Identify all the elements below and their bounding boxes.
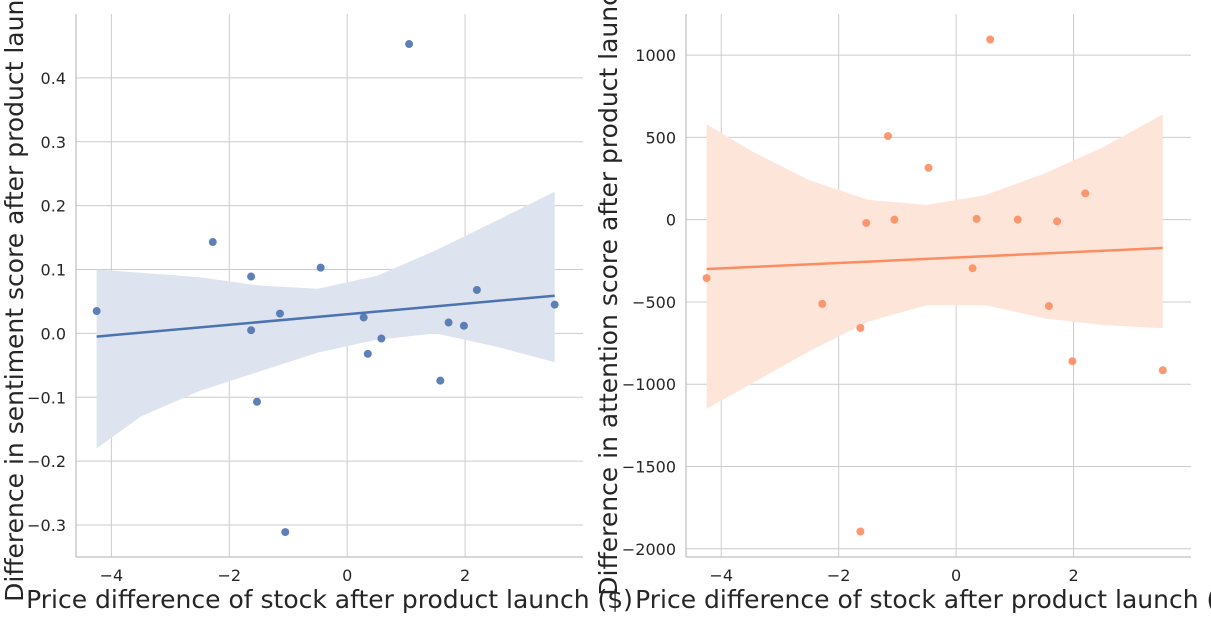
data-point	[1068, 357, 1077, 366]
x-tick-label: 2	[460, 566, 470, 585]
data-points	[92, 40, 559, 537]
confidence-band	[96, 191, 555, 449]
data-point	[1013, 215, 1022, 224]
data-point	[444, 318, 453, 327]
y-tick-label: −0.1	[27, 388, 66, 407]
x-axis-label: Price difference of stock after product …	[26, 585, 633, 614]
data-point	[986, 35, 995, 44]
data-point	[862, 218, 871, 227]
data-point	[1158, 366, 1167, 375]
y-tick-label: 0.3	[41, 133, 66, 152]
data-point	[968, 264, 977, 273]
x-axis-label: Price difference of stock after product …	[635, 585, 1211, 614]
data-point	[281, 528, 290, 537]
y-tick-label: −1000	[622, 375, 676, 394]
data-point	[856, 323, 865, 332]
data-point	[377, 334, 386, 343]
data-point	[359, 313, 368, 322]
data-point	[472, 285, 481, 294]
data-point	[405, 40, 414, 49]
data-point	[818, 299, 827, 308]
x-tick-label: −4	[100, 566, 124, 585]
data-point	[702, 274, 711, 283]
y-tick-label: −1500	[622, 458, 676, 477]
data-point	[1053, 217, 1062, 226]
tick-labels: −4 −2 0 2 −2000 −1500 −1000 −500 0 500 1000	[622, 46, 1079, 585]
data-point	[550, 300, 559, 309]
data-point	[890, 215, 899, 224]
tick-labels: −4 −2 0 2 −0.3 −0.2 −0.1 0.0 0.1 0.2 0.3 0.4	[27, 69, 470, 585]
y-tick-label: 0	[666, 211, 676, 230]
y-tick-label: 0.2	[41, 197, 66, 216]
y-tick-label: −0.2	[27, 452, 66, 471]
data-point	[1044, 302, 1053, 311]
axis-spines	[75, 14, 583, 558]
confidence-band-area	[706, 114, 1163, 409]
data-point	[247, 272, 256, 281]
axis-spines	[685, 14, 1191, 558]
data-point	[92, 307, 101, 316]
confidence-band-area	[96, 191, 555, 449]
y-tick-label: −0.3	[27, 516, 66, 535]
grid-lines	[76, 14, 583, 557]
y-tick-label: 0.0	[41, 324, 66, 343]
regression-line	[706, 246, 1163, 271]
data-point	[884, 132, 892, 141]
data-point	[924, 163, 933, 172]
fit-line	[96, 294, 555, 338]
x-tick-label: 0	[951, 566, 961, 585]
chart-attention: −4 −2 0 2 −2000 −1500 −1000 −500 0 500 1000 Price …	[594, 0, 1211, 614]
y-tick-label: 0.4	[41, 69, 66, 88]
data-point	[1081, 189, 1090, 198]
x-tick-label: 2	[1068, 566, 1078, 585]
confidence-band	[706, 114, 1163, 409]
data-point	[208, 238, 217, 247]
x-tick-label: −4	[709, 566, 733, 585]
data-point	[972, 214, 981, 223]
fit-line	[706, 246, 1163, 271]
y-tick-label: −2000	[622, 540, 676, 559]
x-tick-label: 0	[342, 566, 352, 585]
chart-sentiment: −4 −2 0 2 −0.3 −0.2 −0.1 0.0 0.1 0.2 0.3 0.4 Price …	[0, 0, 633, 614]
data-point	[275, 309, 284, 318]
y-tick-label: 500	[645, 128, 676, 147]
x-tick-label: −2	[217, 566, 241, 585]
data-point	[856, 527, 865, 536]
data-point	[363, 349, 372, 358]
data-point	[459, 321, 468, 330]
y-tick-label: 1000	[635, 46, 676, 65]
data-point	[252, 397, 261, 406]
data-points	[702, 35, 1167, 536]
y-tick-label: −500	[632, 293, 676, 312]
y-axis-label: Difference in sentiment score after prod…	[0, 0, 29, 602]
data-point	[316, 263, 325, 272]
data-point	[247, 326, 256, 335]
y-axis-label: Difference in attention score after prod…	[594, 0, 623, 596]
y-tick-label: 0.1	[41, 261, 66, 280]
regression-line	[96, 294, 555, 338]
x-tick-label: −2	[827, 566, 851, 585]
data-point	[436, 376, 445, 385]
